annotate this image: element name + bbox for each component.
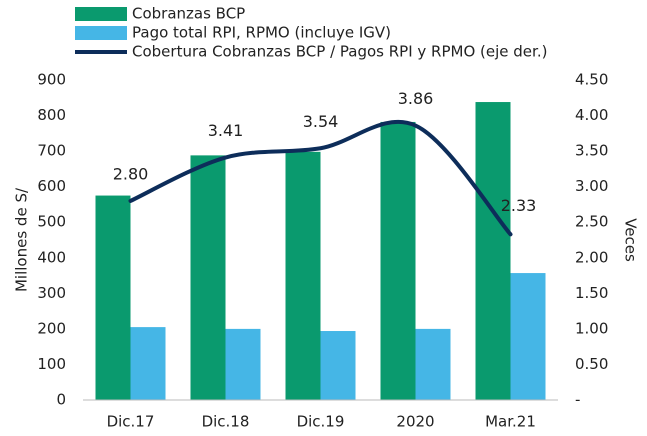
legend-swatch: [75, 7, 127, 21]
bar: [380, 121, 416, 400]
y-tick-label: 400: [37, 248, 66, 266]
y-tick-label: 100: [37, 355, 66, 373]
x-tick-label: 2020: [396, 413, 434, 431]
y-tick-label: 200: [37, 319, 66, 337]
y2-tick-label: 4.00: [575, 106, 608, 124]
bar: [225, 328, 261, 400]
bar: [130, 327, 166, 400]
y2-tick-label: 2.50: [575, 213, 608, 231]
data-label: 3.41: [208, 121, 244, 140]
y-tick-label: 0: [56, 391, 66, 409]
line: [128, 119, 513, 237]
bar: [510, 273, 546, 400]
y-tick-label: 800: [37, 106, 66, 124]
bar: [320, 331, 356, 400]
y-tick-label: 500: [37, 213, 66, 231]
bar: [475, 102, 511, 401]
bar: [190, 155, 226, 400]
x-tick-label: Dic.17: [107, 413, 155, 431]
y2-tick-label: -: [575, 391, 580, 409]
x-tick-label: Dic.18: [202, 413, 250, 431]
legend-label: Pago total RPI, RPMO (incluye IGV): [132, 24, 391, 42]
y-tick-label: 600: [37, 177, 66, 195]
legend-swatch: [75, 26, 127, 40]
data-label: 2.33: [501, 196, 537, 215]
y2-tick-label: 4.50: [575, 71, 608, 89]
y2-axis-label: Veces: [622, 218, 640, 262]
y-axis-label: Millones de S/: [13, 187, 31, 292]
bar: [285, 151, 321, 400]
legend-label: Cobranzas BCP: [132, 5, 245, 23]
data-label: 3.54: [303, 112, 339, 131]
x-tick-label: Dic.19: [297, 413, 345, 431]
bar: [95, 195, 131, 400]
data-label: 2.80: [113, 164, 149, 183]
legend-label: Cobertura Cobranzas BCP / Pagos RPI y RP…: [132, 43, 547, 61]
y2-tick-label: 1.50: [575, 284, 608, 302]
y2-tick-label: 1.00: [575, 319, 608, 337]
y-tick-label: 300: [37, 284, 66, 302]
y2-tick-label: 3.50: [575, 142, 608, 160]
y2-tick-label: 3.00: [575, 177, 608, 195]
y-tick-label: 900: [37, 71, 66, 89]
x-tick-label: Mar.21: [485, 413, 536, 431]
bar: [415, 328, 451, 400]
y-tick-label: 700: [37, 142, 66, 160]
y2-tick-label: 2.00: [575, 248, 608, 266]
y2-tick-label: 0.50: [575, 355, 608, 373]
data-label: 3.86: [398, 89, 434, 108]
